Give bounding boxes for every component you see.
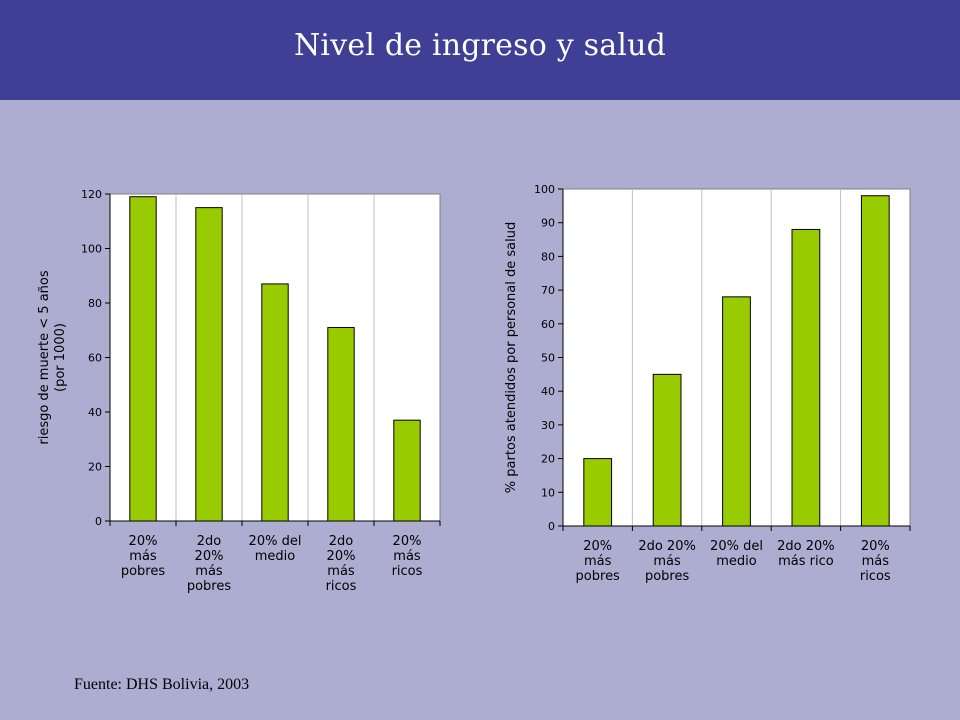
y-tick-label: 60: [541, 318, 555, 331]
bar: [652, 373, 682, 527]
bar: [583, 458, 613, 527]
y-tick-label: 90: [541, 217, 555, 230]
x-category-label: 2do 20% más pobres: [638, 539, 696, 584]
y-axis-label: % partos atendidos por personal de salud: [504, 222, 519, 493]
y-tick-label: 100: [534, 183, 555, 196]
x-category-label: 20% más pobres: [576, 539, 621, 584]
x-category-label: 20% más ricos: [392, 534, 423, 579]
bar: [791, 228, 821, 527]
y-tick-label: 60: [88, 352, 102, 365]
bar: [722, 296, 751, 527]
x-category-label: 20% más pobres: [121, 534, 166, 579]
y-tick-label: 30: [541, 419, 555, 432]
y-tick-label: 0: [548, 520, 555, 533]
y-tick-label: 20: [541, 453, 555, 466]
y-tick-label: 0: [95, 515, 102, 528]
y-tick-label: 10: [541, 486, 555, 499]
bar: [129, 196, 157, 522]
y-tick-label: 100: [81, 243, 102, 256]
y-tick-label: 40: [541, 385, 555, 398]
bar: [393, 419, 421, 522]
y-tick-label: 20: [88, 461, 102, 474]
x-category-label: 2do 20% más ricos: [326, 534, 357, 594]
y-tick-label: 80: [541, 250, 555, 263]
x-category-label: 2do 20% más pobres: [187, 534, 232, 594]
slide-title: Nivel de ingreso y salud: [293, 28, 667, 63]
x-category-label: 20% del medio: [249, 534, 302, 564]
x-category-label: 20% más ricos: [860, 539, 891, 584]
y-tick-label: 50: [541, 352, 555, 365]
y-tick-label: 120: [81, 188, 102, 201]
source-note: Fuente: DHS Bolivia, 2003: [74, 676, 250, 693]
header-bar: [0, 0, 960, 100]
bar: [261, 283, 289, 522]
bar: [860, 195, 890, 527]
y-tick-label: 80: [88, 297, 102, 310]
y-tick-label: 40: [88, 406, 102, 419]
y-axis-label: riesgo de muerte < 5 años(por 1000): [37, 270, 68, 445]
x-category-label: 2do 20% más rico: [777, 539, 835, 569]
bar: [327, 327, 355, 522]
x-category-label: 20% del medio: [710, 539, 763, 569]
y-tick-label: 70: [541, 284, 555, 297]
bar: [195, 207, 223, 522]
